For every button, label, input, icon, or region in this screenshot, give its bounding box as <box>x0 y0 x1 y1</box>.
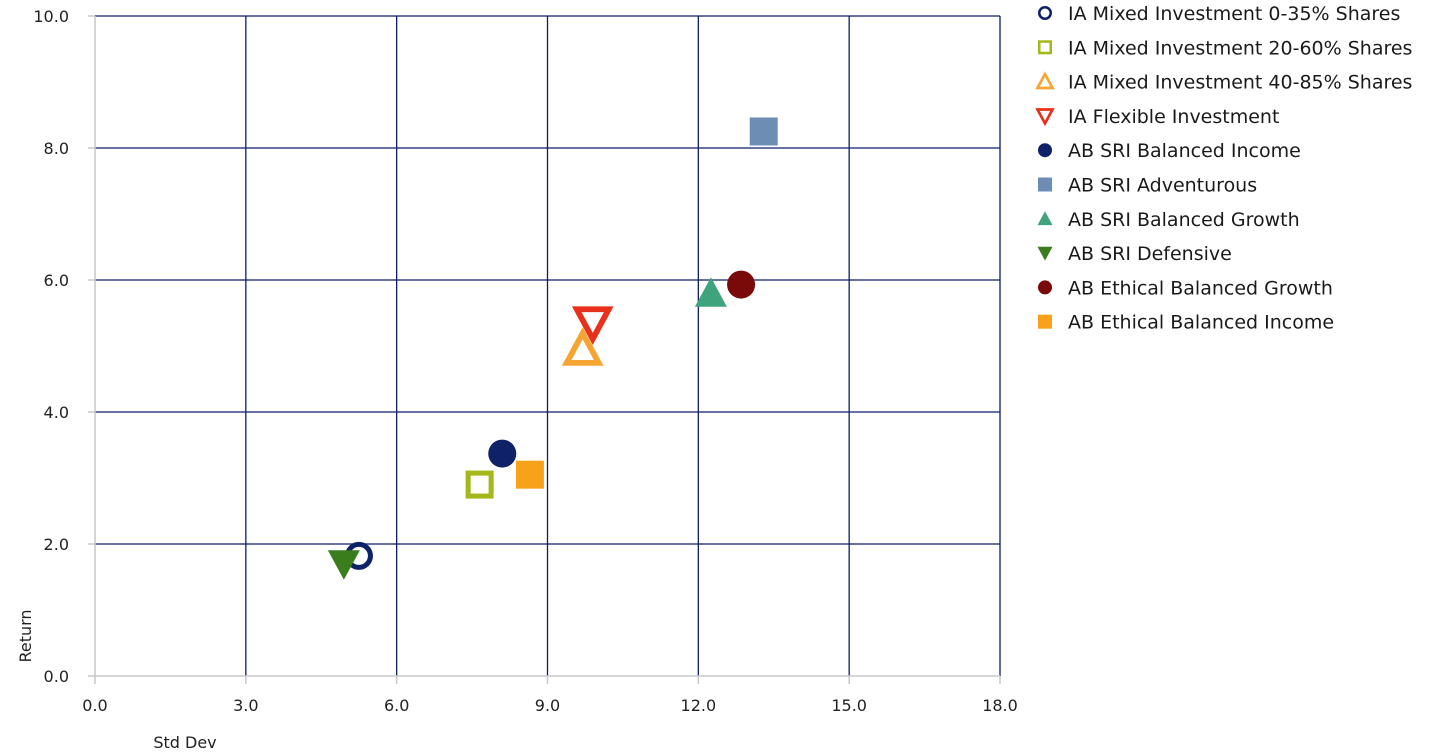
legend-marker-8 <box>1038 280 1052 295</box>
legend-marker-5 <box>1038 177 1052 192</box>
legend-label-8: AB Ethical Balanced Growth <box>1068 277 1333 299</box>
data-point-8 <box>727 270 756 299</box>
data-point-5 <box>749 117 778 146</box>
x-tick-label: 6.0 <box>384 696 409 715</box>
y-axis-title: Return <box>16 609 35 662</box>
data-points <box>327 117 778 580</box>
legend-label-7: AB SRI Defensive <box>1068 243 1232 265</box>
x-tick-label: 3.0 <box>233 696 258 715</box>
legend-marker-3 <box>1035 108 1055 127</box>
x-tick-label: 12.0 <box>681 696 717 715</box>
legend-label-4: AB SRI Balanced Income <box>1068 140 1301 162</box>
legend-marker-6 <box>1037 211 1053 226</box>
x-tick-label: 18.0 <box>982 696 1018 715</box>
data-point-4 <box>488 439 517 468</box>
data-point-3 <box>571 306 614 345</box>
legend-label-0: IA Mixed Investment 0-35% Shares <box>1068 3 1400 25</box>
x-axis-title: Std Dev <box>153 733 216 752</box>
legend-marker-0 <box>1038 6 1053 20</box>
y-tick-label: 10.0 <box>33 7 69 26</box>
legend-label-9: AB Ethical Balanced Income <box>1068 312 1334 334</box>
data-point-2 <box>561 327 604 366</box>
legend-marker-9 <box>1038 314 1052 329</box>
y-tick-label: 0.0 <box>44 667 69 686</box>
legend-marker-1 <box>1038 40 1053 55</box>
data-point-1 <box>465 470 494 499</box>
x-tick-label: 15.0 <box>831 696 867 715</box>
data-point-9 <box>515 460 544 489</box>
legend-label-6: AB SRI Balanced Growth <box>1068 209 1300 231</box>
data-point-7 <box>327 550 360 580</box>
legend-marker-2 <box>1035 71 1055 90</box>
legend-label-5: AB SRI Adventurous <box>1068 175 1257 197</box>
x-tick-label: 9.0 <box>535 696 560 715</box>
y-tick-label: 4.0 <box>44 403 69 422</box>
y-tick-label: 8.0 <box>44 139 69 158</box>
legend: IA Mixed Investment 0-35% Shares IA Mixed… <box>1035 3 1412 334</box>
grid-lines <box>95 15 1001 676</box>
legend-marker-4 <box>1038 143 1052 158</box>
x-tick-labels: 0.0 3.0 6.0 9.0 12.0 15.0 18.0 <box>82 696 1018 715</box>
axes <box>88 15 1001 684</box>
y-tick-labels: 0.0 2.0 4.0 6.0 8.0 10.0 <box>33 7 69 686</box>
x-tick-label: 0.0 <box>82 696 107 715</box>
legend-label-2: IA Mixed Investment 40-85% Shares <box>1068 72 1412 94</box>
legend-label-1: IA Mixed Investment 20-60% Shares <box>1068 37 1412 59</box>
y-tick-label: 6.0 <box>44 271 69 290</box>
data-point-6 <box>694 277 727 307</box>
y-tick-label: 2.0 <box>44 535 69 554</box>
legend-marker-7 <box>1037 246 1053 261</box>
legend-label-3: IA Flexible Investment <box>1068 106 1279 128</box>
